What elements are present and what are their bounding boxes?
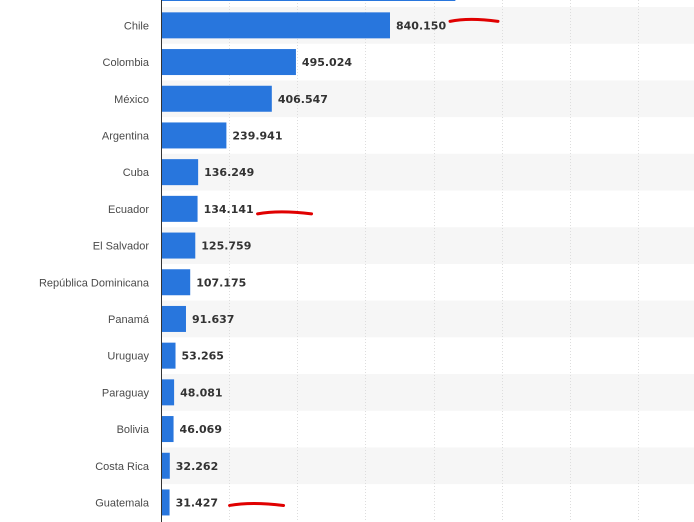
category-label: Cuba [123, 167, 150, 179]
bar [161, 12, 390, 39]
category-label: Argentina [102, 130, 150, 142]
value-label: 406.547 [278, 93, 328, 106]
annotation-stroke [256, 210, 314, 216]
bar [161, 305, 186, 332]
bar [161, 122, 227, 149]
category-label: Paraguay [102, 387, 150, 399]
annotation-stroke [448, 17, 500, 23]
bar [161, 49, 296, 76]
row-stripe [161, 447, 694, 485]
bar [161, 232, 196, 259]
value-label: 32.262 [176, 460, 218, 473]
value-label: 107.175 [196, 276, 246, 289]
bar [161, 416, 174, 443]
value-label: 495.024 [302, 56, 352, 69]
value-label: 53.265 [182, 350, 224, 363]
value-label: 125.759 [201, 240, 251, 253]
bar [161, 159, 199, 186]
value-label: 134.141 [204, 203, 254, 216]
category-label: Colombia [103, 57, 150, 69]
category-label: México [114, 94, 149, 106]
category-label: Uruguay [107, 351, 149, 363]
bar [161, 195, 198, 222]
bar [161, 379, 175, 406]
bar [161, 489, 170, 516]
bars [161, 0, 456, 516]
row-stripe [161, 374, 694, 411]
row-stripe [161, 153, 694, 191]
bar-cutoff [161, 0, 456, 1]
row-stripe [161, 227, 694, 264]
category-label: Chile [124, 20, 149, 32]
value-label: 136.249 [204, 166, 254, 179]
bar [161, 452, 170, 479]
category-label: República Dominicana [39, 277, 150, 289]
annotations [228, 17, 500, 507]
annotation-stroke [228, 502, 286, 507]
bar [161, 85, 272, 112]
bar [161, 342, 176, 369]
value-label: 91.637 [192, 313, 234, 326]
value-labels: 840.150 495.024 406.547 239.941 136.249 134.1… [176, 19, 447, 509]
value-label: 840.150 [396, 19, 446, 32]
value-label: 31.427 [176, 496, 218, 509]
bar [161, 269, 191, 296]
category-label: Bolivia [117, 424, 150, 436]
value-label: 48.081 [180, 386, 222, 399]
category-label: El Salvador [93, 241, 150, 253]
category-label: Ecuador [108, 204, 149, 216]
category-label: Costa Rica [95, 461, 150, 473]
category-label: Panamá [108, 314, 150, 326]
value-label: 239.941 [232, 129, 282, 142]
row-stripes [161, 7, 694, 485]
value-label: 46.069 [180, 423, 222, 436]
category-label: Guatemala [95, 497, 150, 509]
row-stripe [161, 300, 694, 338]
gridlines [229, 0, 639, 522]
category-labels: Chile Colombia México Argentina Cuba Ecuador E… [39, 20, 150, 509]
